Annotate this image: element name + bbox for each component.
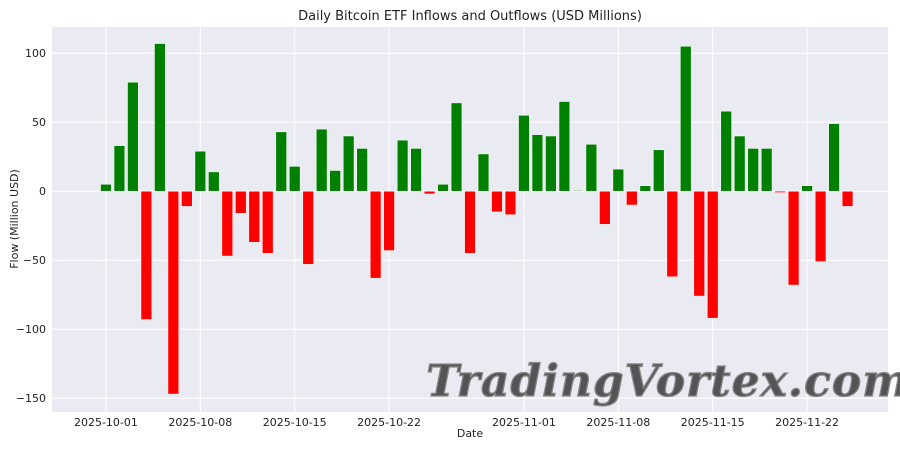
x-tick-label: 2025-10-08 [168,416,232,429]
bar [841,190,854,207]
bar [787,190,800,286]
bar [154,43,166,192]
y-tick-label: −100 [16,323,46,336]
y-tick-label: −50 [23,254,46,267]
bar [437,184,449,192]
bar [572,190,584,192]
bar [221,190,233,257]
bar [127,81,139,192]
watermark-logo: TradingVortex.com [426,356,900,407]
bar [343,135,355,192]
x-tick-label: 2025-11-22 [775,416,839,429]
bar [693,190,705,297]
bar [599,190,611,225]
x-tick-label: 2025-10-22 [357,416,421,429]
chart-title: Daily Bitcoin ETF Inflows and Outflows (… [298,9,642,24]
x-axis-label: Date [457,427,484,440]
bar [262,190,274,254]
bar [680,46,692,192]
bar [761,148,773,192]
bar [383,190,395,251]
bar [720,110,732,192]
bar [747,148,759,192]
bar [801,185,813,192]
bar [423,190,436,195]
bar [100,184,112,192]
bar [491,190,503,213]
bar [194,150,206,192]
bars [100,43,854,395]
x-tick-label: 2025-11-01 [492,416,556,429]
bar [410,148,422,192]
bar [774,190,786,193]
bar [666,190,678,278]
y-tick-label: 0 [39,185,46,198]
bar [504,190,517,215]
bar [302,190,314,265]
bar [639,185,651,192]
bar [477,153,490,192]
bar [612,168,624,192]
bar [518,115,530,192]
y-tick-label: 100 [25,47,46,60]
bar [828,123,840,192]
bar [531,134,544,192]
bar [369,190,382,279]
x-tick-label: 2025-11-15 [681,416,745,429]
bar [707,190,719,319]
bar [558,101,571,192]
y-tick-label: 50 [32,116,46,129]
x-tick-label: 2025-10-15 [263,416,327,429]
bar [545,135,557,192]
bar [464,190,476,254]
bar [275,131,287,192]
bar [329,170,341,192]
bar [814,190,827,262]
bar [167,190,179,395]
bar [626,190,638,206]
bar [140,190,153,320]
bar [450,102,463,192]
bar [734,135,746,192]
bar [653,149,665,192]
bar [235,190,247,214]
bar [585,144,597,192]
x-axis-ticks: 2025-10-01 2025-10-08 2025-10-15 2025-10-22… [74,416,839,429]
bar [396,139,409,192]
y-axis-label: Flow (Million USD) [8,169,21,269]
bar [113,145,126,192]
bar [181,190,193,207]
bar [316,128,328,192]
bar [356,148,368,192]
bar [289,166,301,192]
bar [248,190,260,243]
bar [208,171,220,192]
y-tick-label: −150 [16,392,46,405]
x-tick-label: 2025-10-01 [74,416,138,429]
y-axis-ticks: 100 50 0 −50 −100 −150 [16,47,46,405]
x-tick-label: 2025-11-08 [586,416,650,429]
